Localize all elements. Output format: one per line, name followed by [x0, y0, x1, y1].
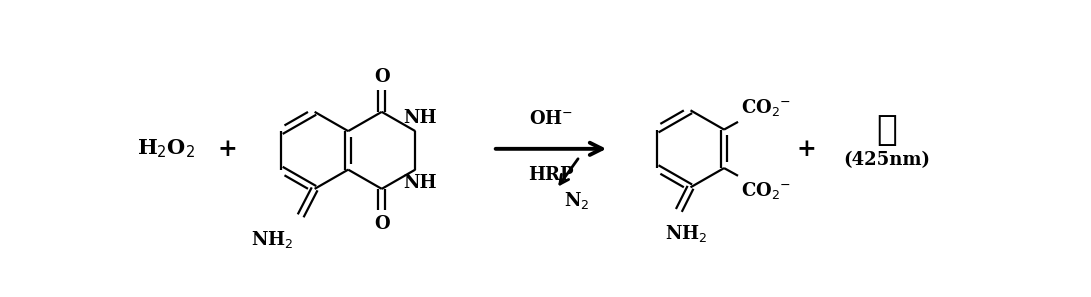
Text: O: O	[374, 215, 389, 233]
Text: CO$_2$$^{-}$: CO$_2$$^{-}$	[741, 180, 791, 201]
Text: O: O	[374, 68, 389, 86]
Text: (425nm): (425nm)	[843, 151, 930, 169]
Text: OH$^{-}$: OH$^{-}$	[529, 110, 573, 128]
Text: NH$_2$: NH$_2$	[666, 223, 708, 244]
Text: NH$_2$: NH$_2$	[251, 229, 293, 250]
Text: +: +	[218, 137, 238, 161]
Text: +: +	[796, 137, 817, 161]
Text: NH: NH	[404, 109, 436, 127]
Text: NH: NH	[404, 174, 436, 192]
Text: 光: 光	[876, 113, 897, 147]
Text: N$_2$: N$_2$	[564, 190, 589, 211]
Text: H$_2$O$_2$: H$_2$O$_2$	[136, 138, 195, 160]
Text: HRP: HRP	[528, 166, 574, 184]
Text: CO$_2$$^{-}$: CO$_2$$^{-}$	[741, 97, 791, 118]
